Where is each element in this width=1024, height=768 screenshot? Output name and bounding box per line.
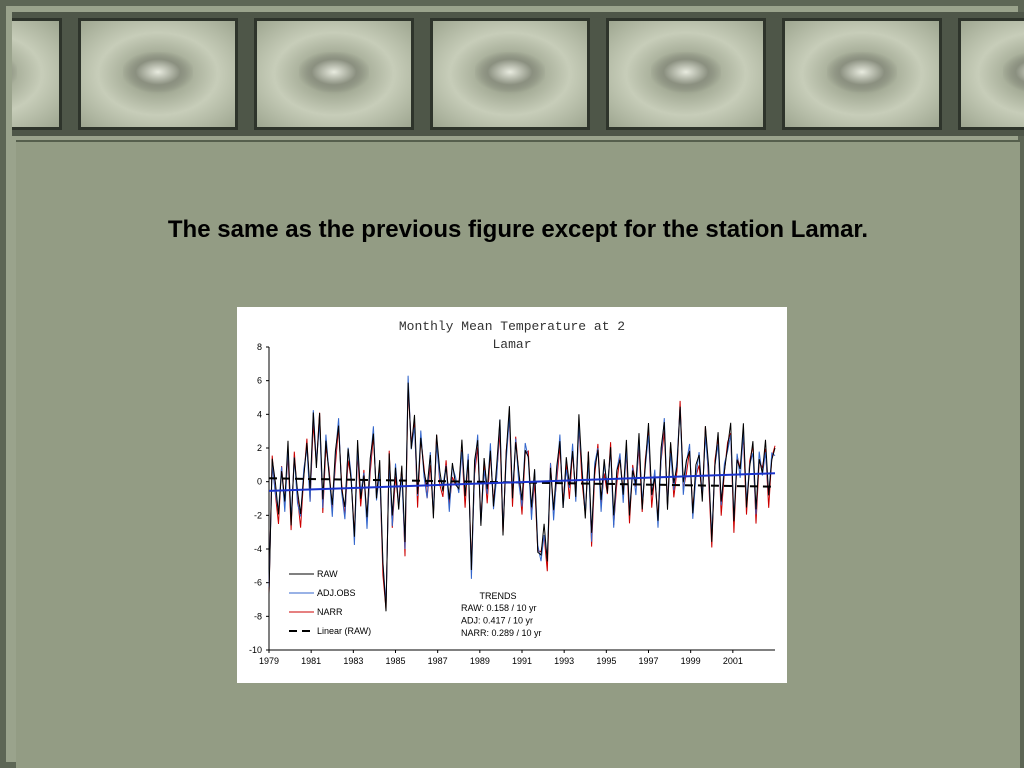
y-tick-label: 8: [257, 342, 262, 352]
x-tick-label: 1993: [554, 656, 574, 666]
y-tick-label: -2: [254, 510, 262, 520]
banner-tile: [254, 18, 414, 130]
banner-tile: [78, 18, 238, 130]
banner-tile: [782, 18, 942, 130]
x-tick-label: 1985: [385, 656, 405, 666]
series-line-adj-obs: [268, 375, 776, 605]
trends-heading: TRENDS: [479, 591, 516, 601]
decorative-banner: [12, 12, 1024, 136]
y-tick-label: 6: [257, 376, 262, 386]
y-tick-label: 0: [257, 477, 262, 487]
y-tick-label: 4: [257, 409, 262, 419]
y-tick-label: -10: [249, 645, 262, 655]
x-tick-label: 1987: [428, 656, 448, 666]
x-tick-label: 1991: [512, 656, 532, 666]
y-tick-label: -8: [254, 611, 262, 621]
legend-label: Linear (RAW): [317, 626, 371, 636]
y-tick-label: 2: [257, 443, 262, 453]
y-tick-label: -6: [254, 578, 262, 588]
chart-panel: Monthly Mean Temperature at 2 Lamar 8 6 4 2 0 -…: [237, 307, 787, 683]
x-tick-label: 1995: [596, 656, 616, 666]
x-tick-label: 2001: [723, 656, 743, 666]
trends-line: ADJ: 0.417 / 10 yr: [461, 616, 533, 626]
legend-label: ADJ.OBS: [317, 588, 356, 598]
x-tick-label: 1997: [638, 656, 658, 666]
banner-tile: [958, 18, 1024, 130]
x-tick-label: 1979: [259, 656, 279, 666]
x-tick-label: 1999: [681, 656, 701, 666]
y-tick-label: -4: [254, 544, 262, 554]
banner-tile: [12, 18, 62, 130]
chart-subtitle: Lamar: [492, 337, 531, 352]
trends-line: RAW: 0.158 / 10 yr: [461, 603, 537, 613]
x-tick-label: 1983: [343, 656, 363, 666]
series-line-raw: [268, 382, 776, 612]
temperature-chart: Monthly Mean Temperature at 2 Lamar 8 6 4 2 0 -…: [249, 319, 776, 666]
chart-title: Monthly Mean Temperature at 2: [399, 319, 625, 334]
banner-tile: [606, 18, 766, 130]
trend-line: [268, 472, 776, 492]
legend-label: NARR: [317, 607, 343, 617]
slide-title: The same as the previous figure except f…: [167, 216, 869, 243]
x-tick-label: 1989: [470, 656, 490, 666]
banner-tile: [430, 18, 590, 130]
x-tick-label: 1981: [301, 656, 321, 666]
trends-line: NARR: 0.289 / 10 yr: [461, 628, 542, 638]
legend-label: RAW: [317, 569, 338, 579]
